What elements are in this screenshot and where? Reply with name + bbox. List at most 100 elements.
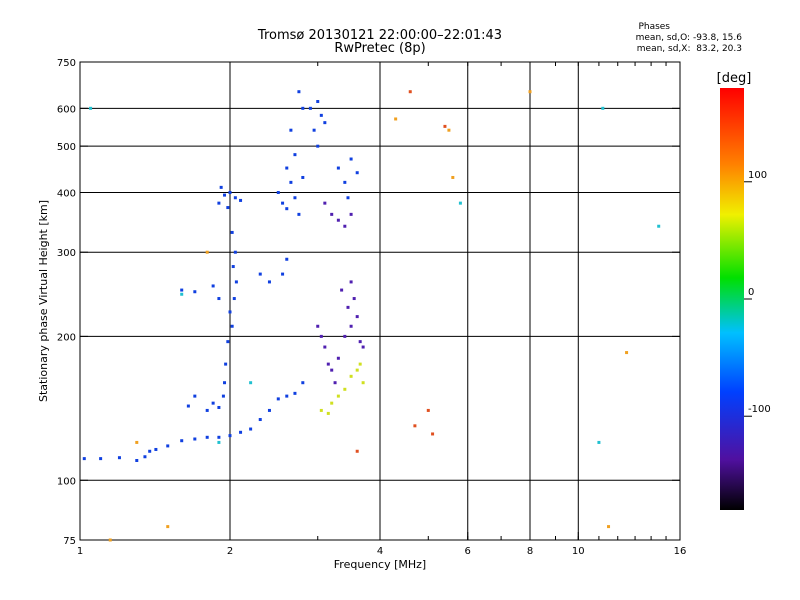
data-point [285, 207, 289, 211]
data-point [443, 124, 447, 128]
data-point [343, 387, 347, 391]
data-point [205, 408, 209, 412]
x-axis-label: Frequency [MHz] [334, 558, 426, 571]
x-tick-label: 2 [227, 546, 233, 557]
data-point [355, 315, 359, 319]
data-point [413, 424, 417, 428]
data-point [361, 381, 365, 385]
data-point [211, 401, 215, 405]
data-point [193, 437, 197, 441]
x-tick-label: 6 [465, 546, 471, 557]
data-point [223, 193, 227, 197]
y-tick-label: 300 [57, 248, 76, 259]
data-point [231, 265, 235, 269]
data-point [285, 257, 289, 261]
data-point [330, 212, 334, 216]
colorbar-tick-label: -100 [748, 404, 771, 415]
data-point [166, 525, 170, 529]
data-point [226, 340, 230, 344]
data-point [326, 362, 330, 366]
data-point [336, 394, 340, 398]
x-tick-label: 8 [527, 546, 533, 557]
data-point [180, 292, 184, 296]
data-point [349, 374, 353, 378]
data-point [343, 334, 347, 338]
data-point [323, 121, 327, 125]
data-point [301, 175, 305, 179]
phases-header: Phases [638, 22, 670, 32]
colorbar-tick-label: 100 [748, 170, 767, 181]
data-point [233, 250, 237, 254]
data-point [326, 411, 330, 415]
data-point [343, 180, 347, 184]
data-point [349, 324, 353, 328]
data-point [99, 457, 103, 461]
data-point [447, 128, 451, 132]
data-point [319, 334, 323, 338]
data-point [258, 418, 262, 422]
data-point [330, 401, 334, 405]
data-point [361, 345, 365, 349]
y-tick-label: 200 [57, 332, 76, 343]
y-tick-label: 75 [63, 536, 76, 547]
data-point [166, 444, 170, 448]
data-point [239, 430, 243, 434]
data-point [316, 144, 320, 148]
data-point [333, 381, 337, 385]
data-point [426, 408, 430, 412]
data-point [217, 201, 221, 205]
data-point [431, 432, 435, 436]
y-tick-label: 100 [57, 476, 76, 487]
chart-subtitle: RwPretec (8p) [334, 41, 426, 56]
data-point [308, 106, 312, 110]
data-point [355, 368, 359, 372]
data-point [211, 284, 215, 288]
data-point [316, 324, 320, 328]
data-point [358, 340, 362, 344]
data-point [267, 408, 271, 412]
data-point [217, 297, 221, 301]
data-point [408, 90, 412, 94]
data-point [301, 106, 305, 110]
x-tick-label: 4 [377, 546, 383, 557]
data-point [135, 440, 139, 444]
data-point [336, 166, 340, 170]
x-tick-label: 10 [572, 546, 585, 557]
data-point [232, 297, 236, 301]
data-point [267, 280, 271, 284]
data-point [226, 206, 230, 210]
data-point [458, 201, 462, 205]
data-point [289, 180, 293, 184]
data-point [228, 434, 232, 438]
data-points [82, 90, 661, 542]
data-point [82, 457, 86, 461]
colorbar-ticks: 100 0 -100 [744, 170, 771, 417]
data-point [219, 185, 223, 189]
phases-line-x: mean, sd,X: 83.2, 20.3 [636, 44, 742, 54]
data-point [597, 440, 601, 444]
data-point [205, 250, 209, 254]
data-point [336, 218, 340, 222]
data-point [234, 280, 238, 284]
data-point [625, 351, 629, 355]
colorbar-tick-label: 0 [748, 287, 754, 298]
data-point [319, 113, 323, 117]
y-axis-label: Stationary phase Virtual Height [km] [37, 200, 50, 402]
data-point [349, 280, 353, 284]
data-point [281, 201, 285, 205]
data-point [217, 440, 221, 444]
data-point [323, 345, 327, 349]
data-point [193, 290, 197, 294]
data-point [221, 394, 225, 398]
data-point [148, 449, 152, 453]
data-point [293, 153, 297, 157]
data-point [89, 106, 93, 110]
data-point [293, 391, 297, 395]
x-tick-label: 1 [77, 546, 83, 557]
data-point [228, 190, 232, 194]
data-point [276, 397, 280, 401]
data-point [223, 381, 227, 385]
data-point [319, 408, 323, 412]
data-point [239, 198, 243, 202]
